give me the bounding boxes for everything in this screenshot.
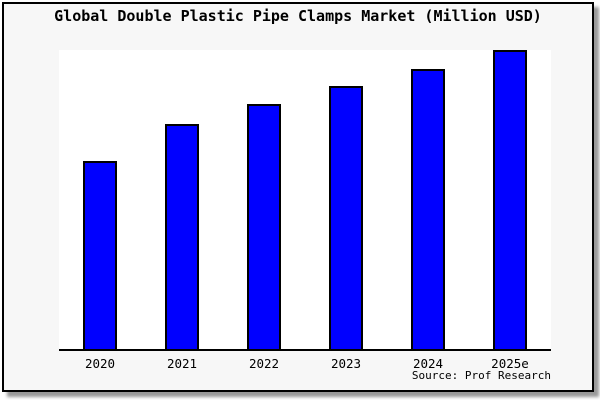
x-tick-label-2021: 2021 — [166, 356, 198, 371]
bar-slot-2020 — [59, 50, 141, 349]
bar-2025e — [493, 50, 527, 349]
chart-title: Global Double Plastic Pipe Clamps Market… — [54, 7, 542, 25]
bar-2023 — [329, 86, 363, 349]
bar-2021 — [165, 123, 199, 349]
x-tick-label-2024: 2024 — [412, 356, 444, 371]
bar-slot-2022 — [223, 50, 305, 349]
bar-2022 — [247, 104, 281, 349]
x-tick-label-2025e: 2025e — [491, 356, 529, 371]
bar-slot-2024 — [387, 50, 469, 349]
bar-2024 — [411, 68, 445, 349]
x-tick-label-2022: 2022 — [248, 356, 280, 371]
plot-area — [59, 50, 551, 351]
bars-container — [59, 50, 551, 349]
x-axis-labels: 2020 2021 2022 2023 2024 2025e — [59, 356, 551, 371]
chart-frame: Global Double Plastic Pipe Clamps Market… — [2, 2, 594, 392]
bar-slot-2023 — [305, 50, 387, 349]
bar-slot-2021 — [141, 50, 223, 349]
x-tick-label-2020: 2020 — [84, 356, 116, 371]
source-label: Source: Prof Research — [411, 369, 551, 382]
bar-slot-2025e — [469, 50, 551, 349]
bar-2020 — [83, 160, 117, 349]
x-tick-label-2023: 2023 — [330, 356, 362, 371]
